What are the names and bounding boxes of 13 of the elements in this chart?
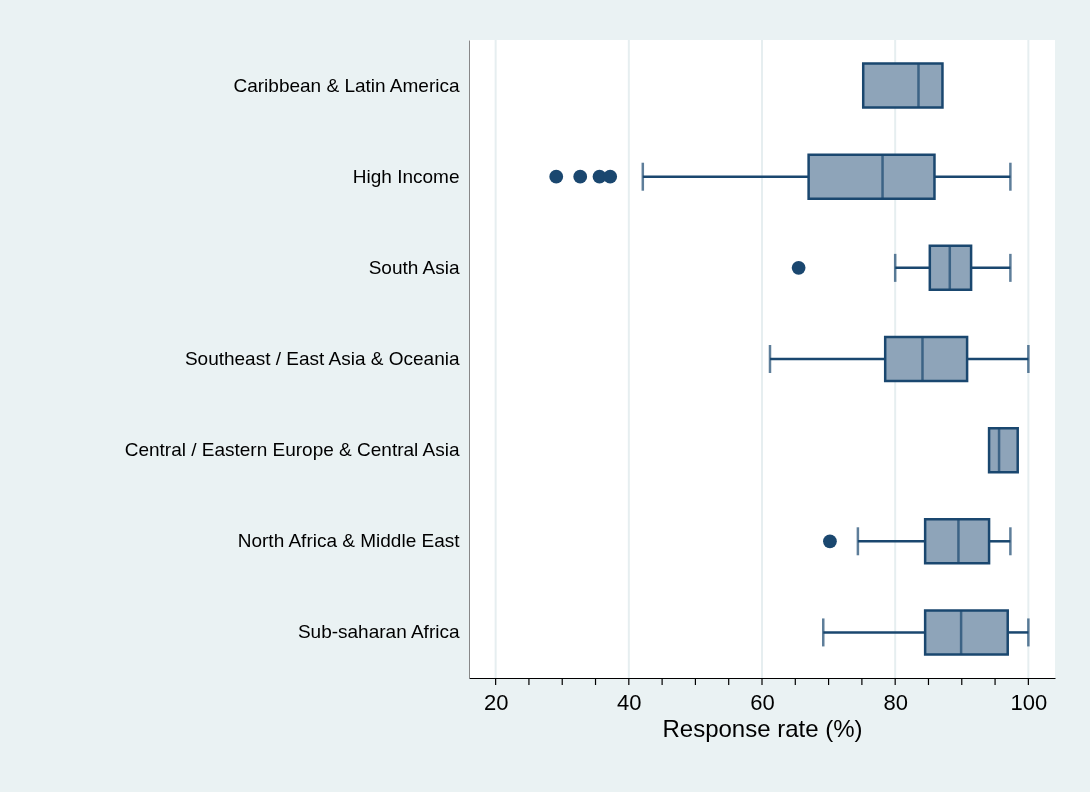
x-tick-label: 60: [750, 689, 775, 715]
y-tick-label: Caribbean & Latin America: [233, 74, 460, 96]
x-tick-label: 40: [617, 689, 642, 715]
y-tick-label: South Asia: [368, 256, 460, 278]
x-tick-label: 80: [883, 689, 908, 715]
x-axis-title: Response rate (%): [662, 714, 863, 742]
y-tick-label: Southeast / East Asia & Oceania: [184, 348, 460, 369]
y-tick-label: High Income: [352, 165, 460, 187]
y-tick-label: Central / Eastern Europe & Central Asia: [124, 439, 460, 461]
x-tick-label: 20: [483, 689, 509, 715]
x-tick-label: 100: [1010, 689, 1048, 715]
y-tick-label: North Africa & Middle East: [237, 530, 461, 552]
y-tick-label: Sub-saharan Africa: [297, 621, 460, 643]
